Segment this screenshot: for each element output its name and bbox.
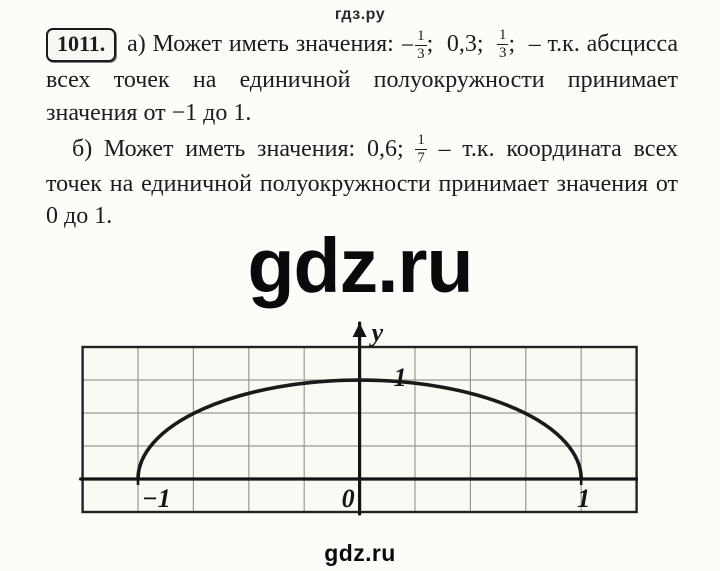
svg-text:−1: −1 [142, 484, 171, 513]
value-0-3: 0,3 [447, 31, 477, 57]
part-b-lead: б) Может иметь значения: [72, 136, 355, 162]
site-header: гдз.ру [0, 6, 720, 24]
part-a: 1011. а) Может иметь значения: − 13 ; 0,… [46, 28, 678, 129]
value-one-third: 13 [497, 28, 508, 61]
svg-text:0: 0 [342, 484, 355, 513]
solution-text: 1011. а) Может иметь значения: − 13 ; 0,… [46, 28, 678, 237]
svg-text:1: 1 [577, 484, 590, 513]
value-0-6: 0,6 [367, 136, 397, 162]
part-a-lead: а) Может иметь значения: [127, 31, 394, 57]
value-one-seventh: 17 [415, 133, 426, 166]
part-b: б) Может иметь значения: 0,6; 17 – т.к. … [46, 133, 678, 233]
semicircle-chart: −1011xy [78, 317, 638, 532]
problem-number-badge: 1011. [46, 28, 116, 62]
chart-svg: −1011xy [78, 317, 638, 532]
svg-text:1: 1 [394, 363, 407, 392]
value-neg-one-third: − 13 [401, 31, 427, 64]
svg-text:y: y [369, 318, 384, 347]
watermark-bottom: gdz.ru [0, 540, 720, 567]
